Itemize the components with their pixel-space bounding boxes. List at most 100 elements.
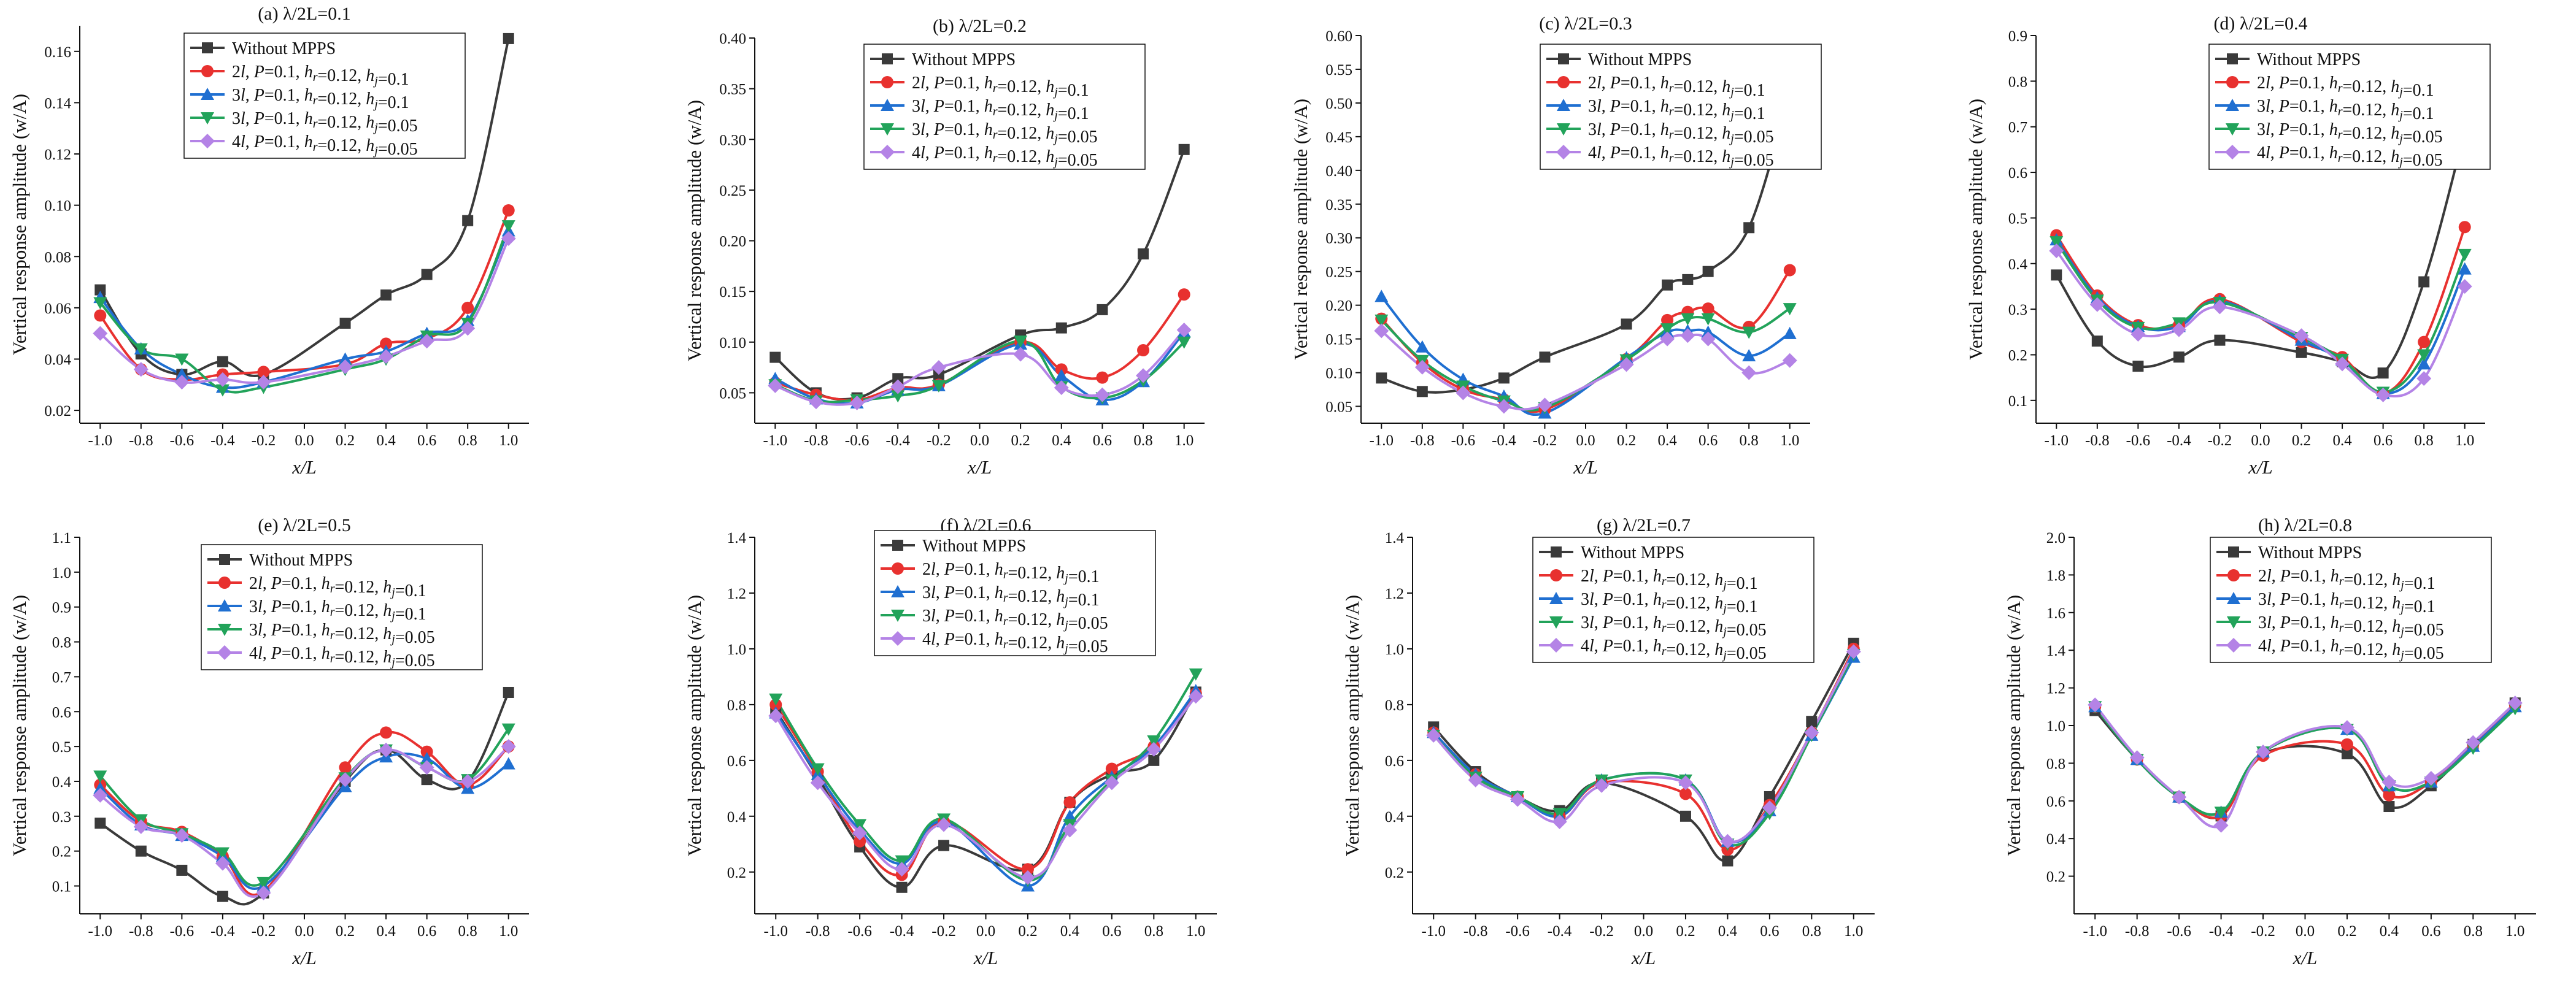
x-tick-label: 0.0 <box>295 923 314 940</box>
series-line <box>99 692 510 906</box>
y-axis-label: Vertical response amplitude (w/A) <box>684 595 705 856</box>
data-point <box>2173 351 2185 363</box>
data-point <box>1055 322 1067 334</box>
legend-entry: 4l, P=0.1, hr=0.12, hj=0.05 <box>1588 144 1774 170</box>
series-line <box>1432 642 1855 862</box>
chart-panel: (e) λ/2L=0.5 -1.0 -0.8 -0.6 -0.4 -0.2 0.0 0.2 0.… <box>9 515 529 968</box>
x-tick-label: 0.0 <box>970 432 989 449</box>
y-tick-label: 0.04 <box>44 351 71 368</box>
data-point <box>1619 357 1634 372</box>
series-line <box>774 293 1186 402</box>
y-tick-label: 0.02 <box>44 403 71 420</box>
data-point <box>2458 262 2472 275</box>
x-tick-label: -0.4 <box>210 432 235 449</box>
legend-marker <box>218 624 231 636</box>
data-point <box>421 774 433 786</box>
x-axis-label: x/L <box>291 456 317 478</box>
data-point <box>1097 304 1108 315</box>
legend-entry: 3l, P=0.1, hr=0.12, hj=0.05 <box>1588 120 1774 147</box>
legend-entry: 4l, P=0.1, hr=0.12, hj=0.05 <box>232 132 418 159</box>
x-axis-label: x/L <box>1573 456 1598 478</box>
data-point <box>1137 344 1150 357</box>
data-point <box>936 817 952 832</box>
x-tick-label: -0.2 <box>927 432 951 449</box>
data-point <box>1702 302 1714 315</box>
y-axis-label: Vertical response amplitude (w/A) <box>1290 99 1311 360</box>
data-point <box>503 33 514 44</box>
x-tick-label: -0.8 <box>806 923 830 940</box>
data-point <box>380 726 393 739</box>
data-point <box>1806 716 1818 727</box>
y-tick-label: 0.40 <box>719 31 746 47</box>
y-tick-label: 0.5 <box>2008 210 2027 227</box>
x-tick-label: 0.2 <box>336 432 355 449</box>
data-point <box>215 847 229 860</box>
data-point <box>891 390 905 403</box>
x-tick-label: 0.6 <box>2374 432 2393 449</box>
legend-marker <box>880 145 895 159</box>
data-point <box>134 343 148 356</box>
y-tick-label: 0.10 <box>719 335 746 351</box>
legend <box>183 33 466 159</box>
data-point <box>460 321 476 336</box>
legend-entry: 2l, P=0.1, hr=0.12, hj=0.1 <box>2258 567 2435 593</box>
chart-title: (e) λ/2L=0.5 <box>258 515 350 535</box>
x-tick-label: -0.4 <box>2209 923 2234 940</box>
series-line <box>774 692 1197 877</box>
data-point <box>501 723 515 736</box>
legend-marker <box>892 540 903 551</box>
y-tick-label: 1.2 <box>1385 586 1404 602</box>
x-tick-label: -0.4 <box>890 923 914 940</box>
y-tick-label: 0.30 <box>1325 231 1352 247</box>
data-point <box>1496 399 1511 414</box>
y-axis-label: Vertical response amplitude (w/A) <box>1965 99 1986 360</box>
data-point <box>1013 347 1028 362</box>
x-tick-label: 0.2 <box>1011 432 1030 449</box>
chart-title: (h) λ/2L=0.8 <box>2258 515 2352 535</box>
x-tick-label: 0.4 <box>1718 923 1738 940</box>
data-point <box>1722 855 1733 867</box>
x-tick-label: 1.0 <box>499 923 518 940</box>
data-point <box>1621 318 1632 330</box>
data-point <box>938 840 950 851</box>
x-tick-label: 0.4 <box>1657 432 1677 449</box>
data-point <box>768 378 783 393</box>
y-tick-label: 0.40 <box>1325 163 1352 180</box>
chart-panel: (d) λ/2L=0.4 -1.0 -0.8 -0.6 -0.4 -0.2 0.0 0.2 0.… <box>1965 13 2491 478</box>
data-point <box>1376 372 1387 384</box>
data-point <box>769 351 781 363</box>
y-tick-label: 0.15 <box>719 284 746 301</box>
data-point <box>1054 380 1069 396</box>
legend-marker <box>1549 616 1563 629</box>
y-tick-label: 0.4 <box>2008 256 2028 273</box>
data-point <box>460 773 476 789</box>
legend-entry: 4l, P=0.1, hr=0.12, hj=0.05 <box>2257 144 2443 170</box>
data-point <box>176 864 188 876</box>
data-point <box>217 891 228 902</box>
legend-entry: Without MPPS <box>1588 50 1692 69</box>
chart-panel: (b) λ/2L=0.2 -1.0 -0.8 -0.6 -0.4 -0.2 0.0 0.2 0.… <box>684 16 1205 478</box>
series-line <box>1432 648 1855 851</box>
legend-entry: Without MPPS <box>2257 50 2361 69</box>
legend-marker <box>1557 123 1570 136</box>
data-point <box>501 739 516 754</box>
x-tick-label: 1.0 <box>1780 432 1799 449</box>
y-tick-label: 1.1 <box>52 530 71 546</box>
data-point <box>94 284 106 296</box>
legend-entry: 3l, P=0.1, hr=0.12, hj=0.05 <box>912 120 1098 147</box>
data-point <box>2423 770 2439 786</box>
data-point <box>1415 340 1429 353</box>
legend-entry: 2l, P=0.1, hr=0.12, hj=0.1 <box>249 574 426 600</box>
x-tick-label: 0.0 <box>1634 923 1653 940</box>
data-point <box>1136 368 1151 383</box>
data-point <box>768 708 784 724</box>
legend <box>874 530 1156 656</box>
legend-entry: 3l, P=0.1, hr=0.12, hj=0.1 <box>1588 97 1765 123</box>
y-tick-label: 1.6 <box>2046 605 2065 622</box>
data-point <box>379 742 394 757</box>
data-point <box>337 772 353 788</box>
data-point <box>2089 297 2105 312</box>
data-point <box>1063 809 1077 822</box>
x-tick-label: -0.8 <box>1463 923 1488 940</box>
